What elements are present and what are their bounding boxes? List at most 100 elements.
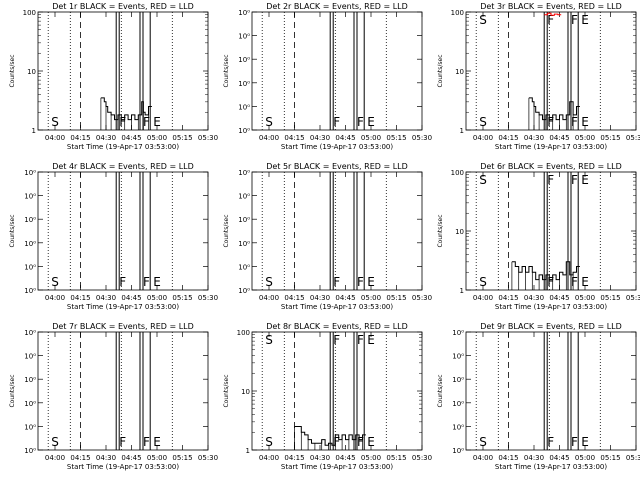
x-tick-label: 05:15 bbox=[600, 294, 620, 302]
panel-det-1r: Det 1r BLACK = Events, RED = LLD 1 10 100 04… bbox=[9, 2, 218, 151]
y-tick-label: 10⁰ bbox=[238, 287, 250, 295]
x-axis-label: Start Time (19-Apr-17 03:53:00) bbox=[67, 463, 179, 471]
panel-det-6r: Det 6r BLACK = Events, RED = LLD 1 10 100 04… bbox=[437, 162, 640, 311]
marker-label-s: S bbox=[51, 115, 59, 129]
panel-title: Det 5r BLACK = Events, RED = LLD bbox=[266, 162, 408, 171]
x-tick-label: 04:15 bbox=[70, 294, 90, 302]
y-tick-label: 10⁰ bbox=[452, 329, 464, 337]
y-tick-label: 10 bbox=[241, 388, 250, 396]
marker-label-f: F bbox=[357, 115, 364, 129]
panel-det-4r: Det 4r BLACK = Events, RED = LLD 10⁰ 10⁰ 10… bbox=[9, 162, 218, 311]
x-tick-label: 05:15 bbox=[600, 134, 620, 142]
x-tick-label: 05:30 bbox=[198, 134, 218, 142]
y-axis-label: Counts/sec bbox=[9, 214, 16, 247]
x-tick-label: 05:30 bbox=[412, 454, 432, 462]
y-tick-label: 10⁰ bbox=[238, 263, 250, 271]
x-tick-label: 04:15 bbox=[284, 134, 304, 142]
x-tick-label: 05:00 bbox=[147, 454, 167, 462]
marker-label-f: F bbox=[357, 435, 364, 449]
y-tick-label: 10⁰ bbox=[238, 216, 250, 224]
y-tick-label: 10⁰ bbox=[452, 423, 464, 431]
x-tick-label: 05:30 bbox=[626, 294, 640, 302]
x-tick-label: 05:30 bbox=[626, 454, 640, 462]
y-axis-label: Counts/sec bbox=[223, 374, 230, 407]
y-tick-label: 10⁰ bbox=[238, 127, 250, 135]
marker-label-e: E bbox=[581, 275, 589, 289]
y-tick-label: 1 bbox=[246, 447, 250, 455]
marker-label-f: F bbox=[333, 435, 340, 449]
x-axis-label: Start Time (19-Apr-17 03:53:00) bbox=[281, 143, 393, 151]
marker-label-s: S bbox=[51, 275, 59, 289]
marker-label-e: E bbox=[581, 435, 589, 449]
plot-frame bbox=[251, 331, 423, 451]
x-tick-label: 04:30 bbox=[524, 454, 544, 462]
y-tick-label: 100 bbox=[451, 9, 464, 17]
y-tick-label: 10⁰ bbox=[24, 423, 36, 431]
x-tick-label: 04:15 bbox=[498, 134, 518, 142]
panel-det-7r: Det 7r BLACK = Events, RED = LLD 10⁰ 10⁰ 10… bbox=[9, 322, 218, 471]
panel-title: Det 4r BLACK = Events, RED = LLD bbox=[52, 162, 194, 171]
marker-label-s: S bbox=[479, 275, 487, 289]
marker-label-s: S bbox=[479, 115, 487, 129]
x-axis-label: Start Time (19-Apr-17 03:53:00) bbox=[495, 463, 607, 471]
x-tick-label: 05:30 bbox=[412, 134, 432, 142]
x-tick-label: 05:00 bbox=[575, 134, 595, 142]
x-tick-label: 04:00 bbox=[45, 294, 65, 302]
marker-label-s: S bbox=[51, 435, 59, 449]
y-tick-label: 10⁰ bbox=[238, 240, 250, 248]
x-tick-label: 05:15 bbox=[600, 454, 620, 462]
y-tick-label: 10⁰ bbox=[24, 400, 36, 408]
x-tick-label: 05:30 bbox=[198, 294, 218, 302]
panel-title: Det 1r BLACK = Events, RED = LLD bbox=[52, 2, 194, 11]
y-axis-label: Counts/sec bbox=[437, 374, 444, 407]
x-tick-label: 04:45 bbox=[121, 294, 141, 302]
x-tick-label: 04:15 bbox=[284, 294, 304, 302]
panel-title: Det 8r BLACK = Events, RED = LLD bbox=[266, 322, 408, 331]
y-tick-label: 10 bbox=[27, 68, 36, 76]
y-tick-label: 100 bbox=[23, 9, 36, 17]
panel-title: Det 9r BLACK = Events, RED = LLD bbox=[480, 322, 622, 331]
y-axis-label: Counts/sec bbox=[223, 54, 230, 87]
x-tick-label: 04:15 bbox=[70, 454, 90, 462]
y-tick-label: 10⁰ bbox=[24, 240, 36, 248]
panel-title: Det 7r BLACK = Events, RED = LLD bbox=[52, 322, 194, 331]
x-tick-label: 04:30 bbox=[96, 294, 116, 302]
y-tick-label: 10⁰ bbox=[24, 169, 36, 177]
x-tick-label: 04:15 bbox=[284, 454, 304, 462]
marker-label-f: F bbox=[357, 275, 364, 289]
y-tick-label: 10⁰ bbox=[452, 447, 464, 455]
y-tick-label: 10⁰ bbox=[24, 263, 36, 271]
y-tick-label: 100 bbox=[237, 329, 250, 337]
marker-label-f: F bbox=[119, 275, 126, 289]
x-tick-label: 04:30 bbox=[310, 134, 330, 142]
panel-title: Det 3r BLACK = Events, RED = LLD bbox=[480, 2, 622, 11]
y-tick-label: 1 bbox=[32, 127, 36, 135]
plot-frame bbox=[37, 171, 209, 291]
marker-label-e: E bbox=[153, 275, 161, 289]
plot-frame bbox=[37, 331, 209, 451]
y-tick-label: 10⁰ bbox=[24, 193, 36, 201]
panel-det-5r: Det 5r BLACK = Events, RED = LLD 10⁰ 10⁰ 10… bbox=[223, 162, 432, 311]
x-tick-label: 04:00 bbox=[473, 134, 493, 142]
x-tick-label: 05:00 bbox=[575, 454, 595, 462]
plot-frame bbox=[465, 11, 637, 131]
x-axis-label: Start Time (19-Apr-17 03:53:00) bbox=[67, 303, 179, 311]
x-tick-label: 04:30 bbox=[310, 454, 330, 462]
y-tick-label: 10⁰ bbox=[24, 216, 36, 224]
marker-label-top-f: F bbox=[357, 333, 364, 347]
marker-label-top-e: E bbox=[581, 173, 589, 187]
plot-frame bbox=[465, 331, 637, 451]
marker-label-top-f: F bbox=[571, 13, 578, 27]
x-tick-label: 05:15 bbox=[386, 134, 406, 142]
y-axis-label: Counts/sec bbox=[9, 374, 16, 407]
x-tick-label: 05:00 bbox=[361, 454, 381, 462]
marker-label-e: E bbox=[367, 115, 375, 129]
y-tick-label: 10⁰ bbox=[452, 353, 464, 361]
marker-label-f: F bbox=[547, 435, 554, 449]
marker-label-s: S bbox=[265, 435, 273, 449]
plot-frame bbox=[251, 11, 423, 131]
x-tick-label: 04:30 bbox=[310, 294, 330, 302]
panel-det-9r: Det 9r BLACK = Events, RED = LLD 10⁰ 10⁰ 10… bbox=[437, 322, 640, 471]
x-axis-label: Start Time (19-Apr-17 03:53:00) bbox=[495, 303, 607, 311]
